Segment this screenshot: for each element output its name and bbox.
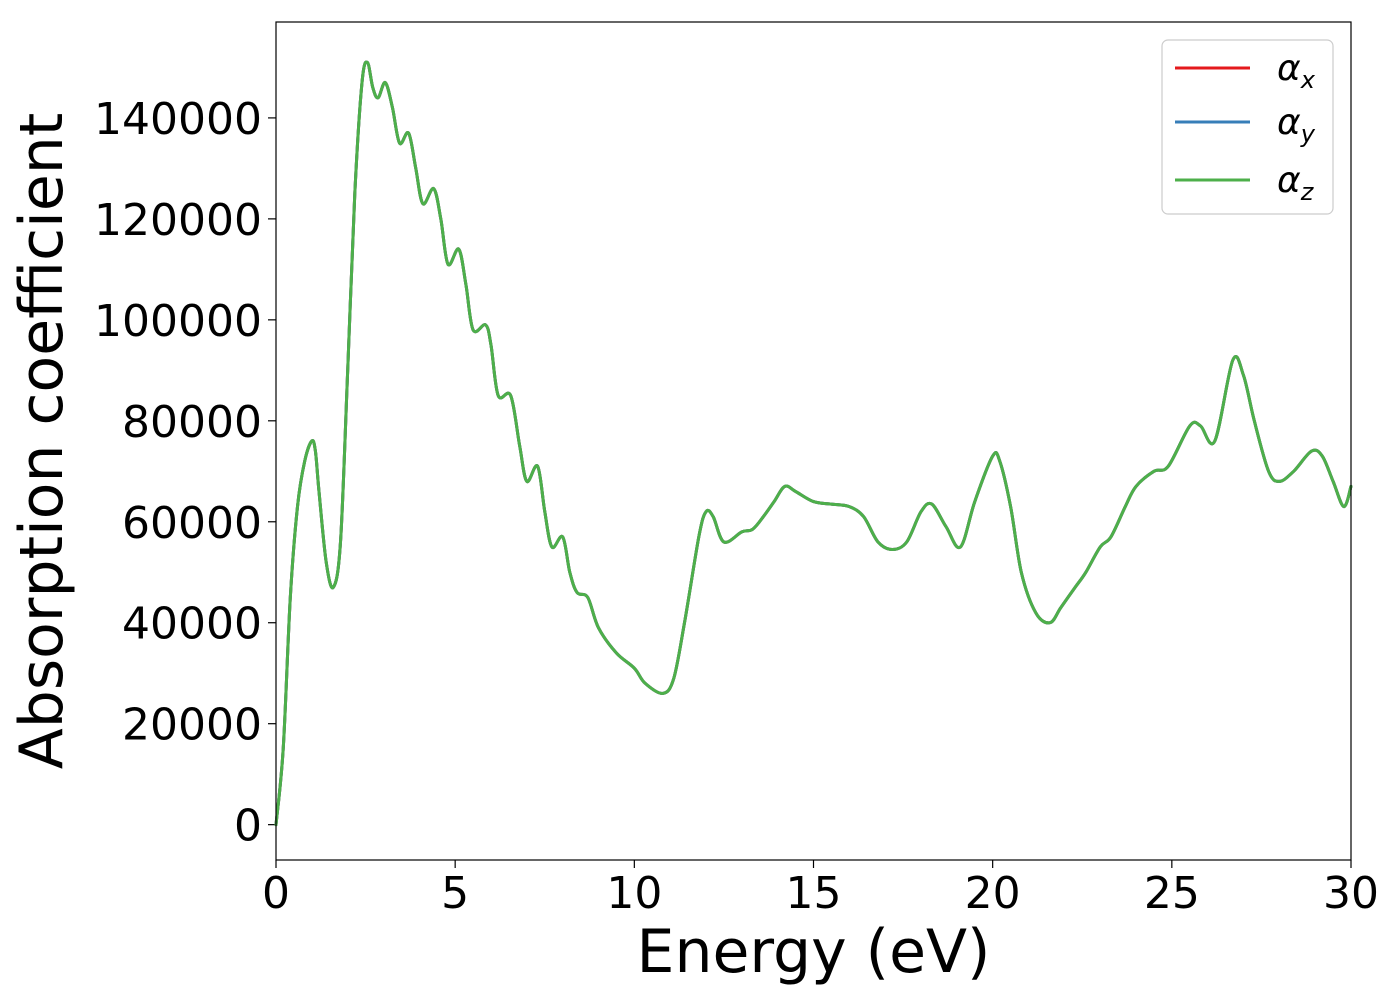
y-axis-title: Absorption coefficient bbox=[7, 113, 77, 770]
legend-label: αx bbox=[1277, 48, 1316, 94]
series-line-3 bbox=[274, 60, 1353, 827]
x-tick-label: 15 bbox=[786, 868, 842, 919]
legend-label: αy bbox=[1277, 102, 1316, 148]
x-tick-label: 0 bbox=[262, 868, 290, 919]
x-tick-label: 25 bbox=[1144, 868, 1200, 919]
legend-box bbox=[1161, 39, 1334, 215]
x-tick-label: 30 bbox=[1323, 868, 1379, 919]
x-tick-label: 10 bbox=[606, 868, 662, 919]
y-tick-label: 0 bbox=[234, 801, 262, 852]
legend: αx αy αz bbox=[1161, 39, 1334, 215]
y-tick-label: 100000 bbox=[94, 296, 262, 347]
series-lines bbox=[274, 60, 1353, 827]
y-tick-label: 80000 bbox=[122, 397, 262, 448]
x-tick-label: 20 bbox=[965, 868, 1021, 919]
y-tick-label: 20000 bbox=[122, 700, 262, 751]
axes: 0 5 10 15 20 25 30 0 20000 40000 60000 80000 100000 1… bbox=[94, 94, 1379, 919]
x-axis-title: Energy (eV) bbox=[637, 917, 991, 987]
y-tick-label: 140000 bbox=[94, 94, 262, 145]
legend-label: αz bbox=[1277, 160, 1315, 206]
x-tick-label: 5 bbox=[441, 868, 469, 919]
y-tick-label: 40000 bbox=[122, 599, 262, 650]
plot-frame bbox=[275, 21, 1352, 861]
y-tick-label: 120000 bbox=[94, 195, 262, 246]
y-tick-label: 60000 bbox=[122, 498, 262, 549]
